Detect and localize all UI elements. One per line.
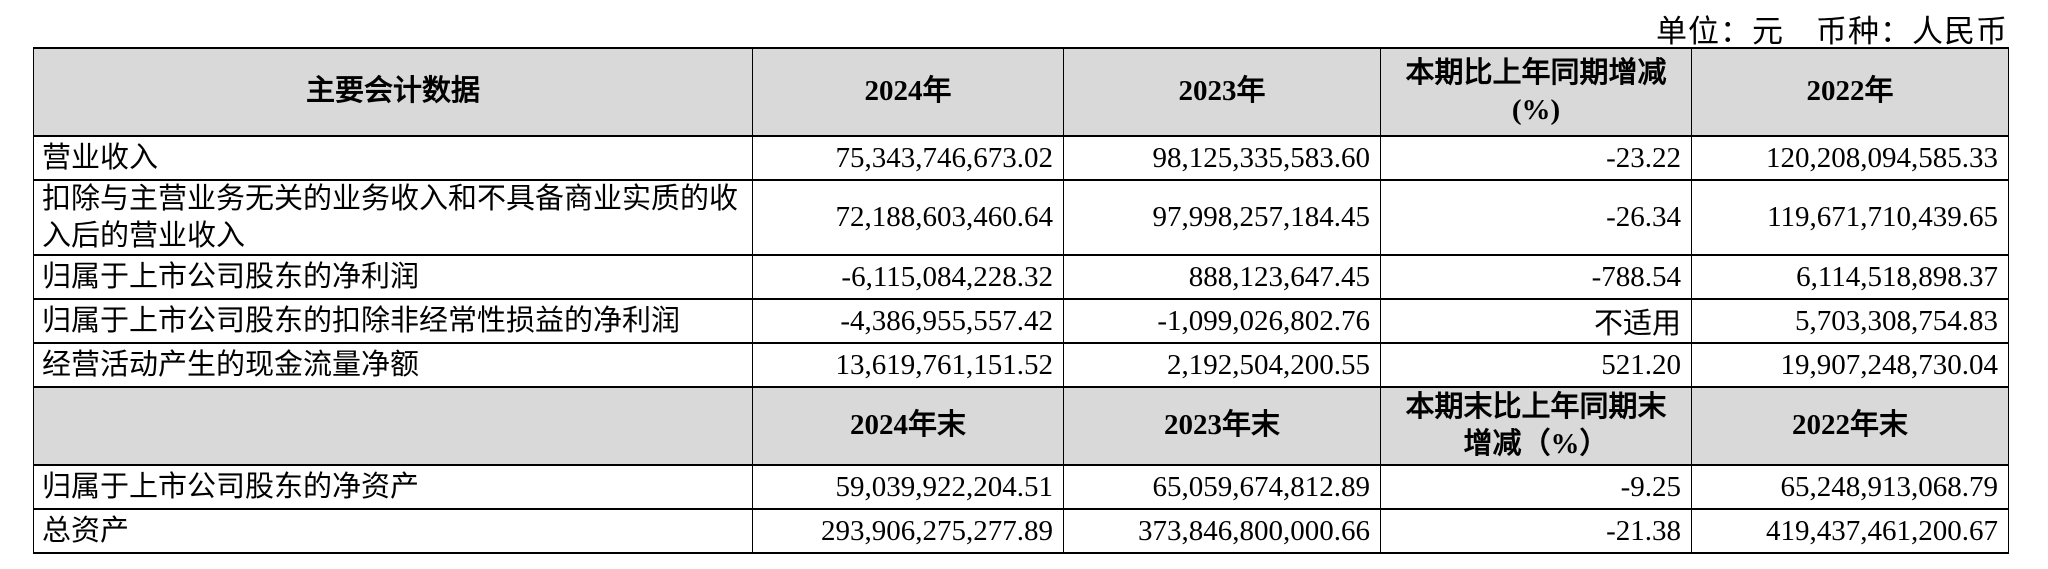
value-2023: 97,998,257,184.45 (1063, 179, 1381, 256)
header-cell-2024-end: 2024年末 (752, 386, 1064, 466)
value-yoy: -788.54 (1380, 254, 1692, 300)
header-cell-2023: 2023年 (1063, 47, 1381, 137)
value-yoy: -26.34 (1380, 179, 1692, 256)
table-row-operating-cash-flow: 经营活动产生的现金流量净额 13,619,761,151.52 2,192,50… (33, 342, 2009, 388)
value-2022: 6,114,518,898.37 (1691, 254, 2009, 300)
value-2024: 75,343,746,673.02 (752, 135, 1064, 181)
table-row-net-profit-excl-nonrecurring: 归属于上市公司股东的扣除非经常性损益的净利润 -4,386,955,557.42… (33, 298, 2009, 344)
value-2022: 19,907,248,730.04 (1691, 342, 2009, 388)
value-2024: -4,386,955,557.42 (752, 298, 1064, 344)
table-header-row-period-end: 2024年末 2023年末 本期末比上年同期末 增减（%） 2022年末 (33, 386, 2009, 466)
value-2022-end: 419,437,461,200.67 (1691, 508, 2009, 554)
row-label: 经营活动产生的现金流量净额 (33, 342, 753, 388)
header-cell-yoy-change: 本期比上年同期增减 (%) (1380, 47, 1692, 137)
row-label: 营业收入 (33, 135, 753, 181)
table-row-revenue: 营业收入 75,343,746,673.02 98,125,335,583.60… (33, 135, 2009, 181)
value-2024-end: 293,906,275,277.89 (752, 508, 1064, 554)
table-row-net-profit: 归属于上市公司股东的净利润 -6,115,084,228.32 888,123,… (33, 254, 2009, 300)
value-2023-end: 373,846,800,000.66 (1063, 508, 1381, 554)
table-row-net-assets: 归属于上市公司股东的净资产 59,039,922,204.51 65,059,6… (33, 464, 2009, 510)
value-2023: 888,123,647.45 (1063, 254, 1381, 300)
currency-unit-note: 单位：元 币种：人民币 (1656, 14, 2008, 49)
key-accounting-data-table: 主要会计数据 2024年 2023年 本期比上年同期增减 (%) 2022年 营… (33, 47, 2009, 554)
value-2022: 119,671,710,439.65 (1691, 179, 2009, 256)
value-2022: 120,208,094,585.33 (1691, 135, 2009, 181)
value-2024-end: 59,039,922,204.51 (752, 464, 1064, 510)
header-cell-2024: 2024年 (752, 47, 1064, 137)
table-row-total-assets: 总资产 293,906,275,277.89 373,846,800,000.6… (33, 508, 2009, 554)
row-label: 扣除与主营业务无关的业务收入和不具备商业实质的收入后的营业收入 (33, 179, 753, 256)
value-end-yoy: -21.38 (1380, 508, 1692, 554)
value-2023-end: 65,059,674,812.89 (1063, 464, 1381, 510)
header-cell-end-yoy-change: 本期末比上年同期末 增减（%） (1380, 386, 1692, 466)
header-cell-2023-end: 2023年末 (1063, 386, 1381, 466)
row-label: 归属于上市公司股东的净利润 (33, 254, 753, 300)
row-label: 归属于上市公司股东的扣除非经常性损益的净利润 (33, 298, 753, 344)
value-yoy: -23.22 (1380, 135, 1692, 181)
row-label: 归属于上市公司股东的净资产 (33, 464, 753, 510)
table-header-row-annual: 主要会计数据 2024年 2023年 本期比上年同期增减 (%) 2022年 (33, 47, 2009, 137)
value-yoy: 521.20 (1380, 342, 1692, 388)
value-end-yoy: -9.25 (1380, 464, 1692, 510)
value-2024: 13,619,761,151.52 (752, 342, 1064, 388)
value-2022: 5,703,308,754.83 (1691, 298, 2009, 344)
value-2023: -1,099,026,802.76 (1063, 298, 1381, 344)
value-2024: 72,188,603,460.64 (752, 179, 1064, 256)
value-yoy: 不适用 (1380, 298, 1692, 344)
header-cell-2022: 2022年 (1691, 47, 2009, 137)
header-cell-2022-end: 2022年末 (1691, 386, 2009, 466)
table-row-adjusted-revenue: 扣除与主营业务无关的业务收入和不具备商业实质的收入后的营业收入 72,188,6… (33, 179, 2009, 256)
header-cell-blank (33, 386, 753, 466)
header-cell-metric: 主要会计数据 (33, 47, 753, 137)
value-2024: -6,115,084,228.32 (752, 254, 1064, 300)
value-2023: 2,192,504,200.55 (1063, 342, 1381, 388)
value-2023: 98,125,335,583.60 (1063, 135, 1381, 181)
value-2022-end: 65,248,913,068.79 (1691, 464, 2009, 510)
row-label: 总资产 (33, 508, 753, 554)
